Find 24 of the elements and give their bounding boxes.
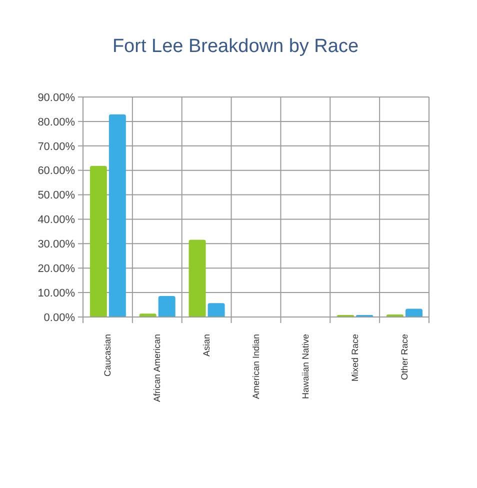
y-tick-label: 70.00%: [38, 140, 76, 153]
x-tick-label: Hawaiian Native: [300, 334, 310, 400]
bar: [188, 240, 206, 317]
bar: [405, 308, 422, 317]
bar: [208, 303, 225, 317]
bar: [158, 296, 176, 317]
y-tick-label: 60.00%: [38, 165, 76, 178]
chart-title: Fort Lee Breakdown by Race: [111, 35, 360, 59]
x-tick-label: Other Race: [399, 334, 410, 380]
x-tick-label: Asian: [202, 334, 212, 357]
y-tick-label: 30.00%: [38, 238, 76, 251]
y-tick-label: 20.00%: [38, 263, 76, 276]
x-tick-label: African American: [152, 334, 162, 402]
y-tick-label: 90.00%: [38, 92, 76, 104]
y-tick-label: 10.00%: [38, 287, 76, 300]
x-tick-label: Mixed Race: [350, 334, 360, 382]
bar: [90, 166, 107, 317]
y-tick-label: 0.00%: [44, 312, 76, 324]
x-tick-label: Caucasian: [102, 334, 113, 377]
y-tick-label: 50.00%: [38, 190, 76, 202]
x-tick-label: American Indian: [251, 334, 261, 400]
y-tick-label: 40.00%: [38, 214, 76, 226]
y-tick-label: 80.00%: [38, 116, 76, 128]
bar: [108, 114, 126, 317]
